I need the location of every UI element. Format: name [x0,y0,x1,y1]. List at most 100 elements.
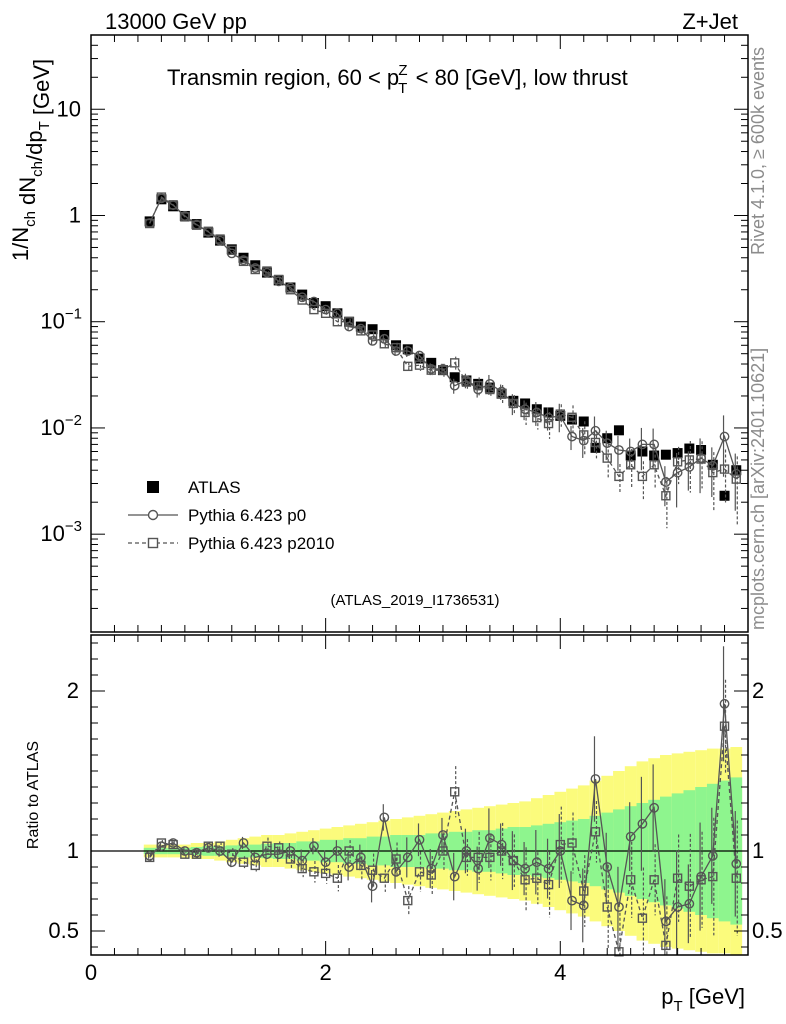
ratio-p2010-point [708,871,718,882]
ratio-p2010-point [637,913,648,923]
atlas-data-point [531,404,542,415]
ratio-p2010-point [579,886,589,896]
p2010-point [719,464,730,474]
ratio-p2010-point [696,875,706,885]
p0-point [625,446,636,457]
p2010-point [238,256,249,267]
atlas-data-point [637,446,648,457]
ratio-p0-point [461,846,472,856]
ratio-p2010-point [672,873,683,883]
atlas-data-point [696,445,707,456]
ratio-p2010-point [215,841,225,851]
ratio-p0-point [438,830,448,840]
atlas-data-point [168,201,179,212]
p2010-point [391,342,401,353]
p2010-point [579,430,589,440]
main-y-axis-label: 1/Nch dNch/dpT [GeV] [8,59,54,261]
ratio-p0-point [731,858,742,869]
ratio-p0-point [238,838,249,848]
ratio-p2010-point [496,846,507,856]
legend-atlas-marker [147,481,159,493]
p2010-point [250,264,260,275]
p2010-point [426,365,436,375]
p0-point [344,321,355,332]
ratio-p2010-point [180,849,190,859]
p0-point [567,431,577,442]
p0-point [672,467,683,478]
y-tick-label: 1 [69,202,81,227]
ratio-p2010-point [285,854,296,864]
main-y-axis: 10−3 10−2 10−1 1 10 [40,34,748,609]
ratio-p0-point [391,866,401,877]
main-plot-area [144,192,742,529]
y-tick-label: 10−2 [40,412,82,440]
p0-point [414,350,425,361]
mcplots-label: mcplots.cern.ch [arXiv:2401.10621] [748,348,768,630]
ratio-p0-line [149,703,737,924]
ratio-p0-point [614,902,624,912]
ratio-p2010-point [684,881,695,891]
ratio-p2010-point [297,863,307,874]
p2010-point [309,304,319,315]
p2010-point [180,212,190,222]
ratio-p2010-point [227,849,237,859]
ratio-p0-point [344,862,355,872]
ratio-p2010-point [356,860,366,871]
ratio-p0-point [590,774,601,784]
ratio-p0-point [602,862,613,872]
p2010-point [191,220,202,230]
p0-point [367,335,378,346]
ratio-p2010-point [532,873,542,883]
ratio-p0-point [367,881,378,892]
ratio-p0-point [555,846,566,856]
ratio-p0-point [637,818,648,829]
p2010-point [274,274,284,285]
p2010-point [555,409,565,419]
p2010-point [356,326,366,336]
p2010-point [262,266,272,276]
ratio-p2010-point [414,867,425,877]
atlas-data-point [144,216,155,227]
p2010-point [332,317,343,327]
p0-point [649,439,660,450]
p0-point [731,468,742,479]
p0-point [614,445,624,455]
ratio-x-axis: 0 2 4 [85,635,749,985]
p2010-point [403,361,413,372]
ratio-p0-point [379,812,390,823]
ratio-y-axis: 0.5 0.5 1 1 2 2 [48,642,783,948]
ratio-p0-point [402,852,413,863]
atlas-data-point [508,395,519,406]
x-tick-label: 0 [85,960,97,985]
y-tick-label: 10 [57,96,81,121]
ratio-p0-point [520,863,530,874]
ratio-p2010-point [403,895,413,906]
atlas-data-point [426,357,437,368]
p0-point [379,333,390,344]
p0-line [149,197,737,484]
p0-point [719,431,730,442]
p0-point [402,346,413,356]
p2010-point [520,407,530,418]
ratio-p2010-point [367,865,378,875]
ratio-p0-point [320,857,331,868]
ratio-p2010-point [567,838,577,848]
p2010-point [614,471,624,482]
analysis-reference: (ATLAS_2019_I1736531) [330,592,499,609]
ratio-p0-point [309,841,319,852]
p0-point [449,380,460,391]
atlas-data-point [660,449,671,460]
atlas-data-point [590,442,601,453]
atlas-data-point [613,425,624,436]
ratio-p0-point [426,863,437,874]
p2010-point [168,200,178,210]
ratio-p2010-point [649,875,659,885]
atlas-data-point [672,448,683,459]
p2010-point [438,365,448,375]
ratio-p0-point [414,834,425,845]
p2010-point [367,330,378,340]
atlas-data-point [449,372,460,383]
atlas-data-point [414,353,425,364]
main-x-axis [90,35,749,632]
